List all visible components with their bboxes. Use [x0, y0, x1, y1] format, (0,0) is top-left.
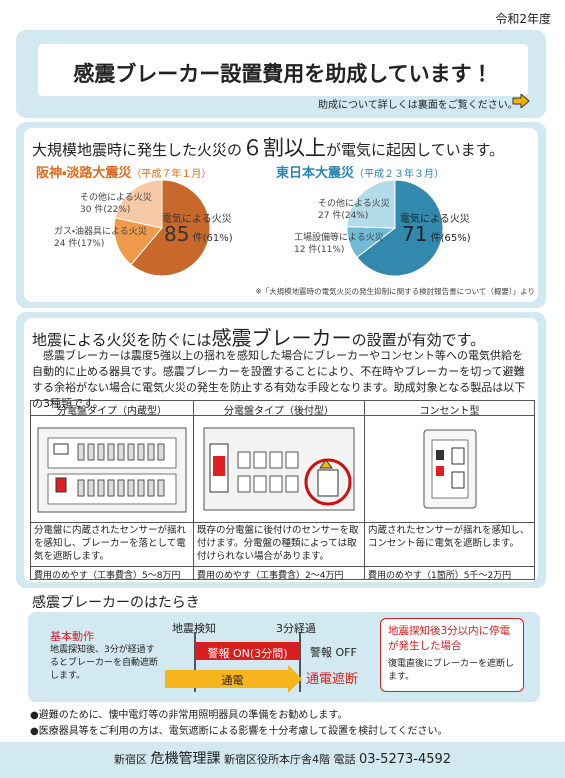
unit: 件: [192, 233, 203, 244]
pie-title: 東日本大震災（平成２３年３月）: [276, 162, 444, 181]
table-rule: [30, 415, 535, 416]
pie-subtitle: （平成２３年３月）: [354, 169, 445, 180]
timeline: [165, 632, 302, 693]
footer-phone: 03-5273-4592: [358, 752, 452, 767]
title: 感震ブレーカー設置費用を助成しています！: [73, 62, 493, 86]
pie-title: 阪神・淡路大震災（平成７年１月）: [36, 162, 211, 181]
outage-box: [380, 618, 524, 692]
table-header: コンセント型: [419, 406, 480, 417]
footer: 新宿区 危機管理課 新宿区役所本庁舎4階 電話 03-5273-4592: [0, 748, 565, 768]
table-cost: 費用のめやす（工事費含）5～8万円: [34, 571, 181, 581]
unit: 件: [308, 245, 318, 255]
power-cut: 通電遮断: [306, 672, 359, 687]
year: 令和2年度: [495, 12, 551, 26]
fire-heading: 大規模地震時に発生した火災の６割以上が電気に起因しています。: [32, 132, 504, 162]
table-description: 既存の分電盤に後付けのセンサーを取付けます。分電盤の種類によっては取付けられない…: [197, 525, 359, 562]
slice-label: 電気による火災: [400, 214, 470, 225]
unit: 件: [68, 239, 78, 249]
fire-box: [24, 128, 538, 302]
slice-value: 12 件(11%): [294, 242, 344, 255]
pie-chart: [113, 179, 211, 277]
footer-division: 危機管理課: [150, 751, 221, 767]
value-text: 24: [54, 239, 66, 249]
percent: (17%): [77, 239, 105, 249]
title-box: [38, 44, 528, 96]
prevention-heading: 地震による火災を防ぐには感震ブレーカーの設置が有効です。: [32, 322, 485, 351]
prevention-body: 感震ブレーカーは震度5強以上の揺れを感知した場合にブレーカーやコンセント等への電…: [32, 349, 526, 410]
pie-slice: [346, 179, 396, 229]
slice-value: 85 件(61%): [164, 222, 233, 246]
table-header: 分電盤タイプ（内蔵型）: [57, 406, 167, 417]
source: ※「大規模地震時の電気火災の発生抑制に関する検討報告書について（概要）」より: [255, 287, 535, 296]
basic-title: 基本動作: [50, 630, 94, 643]
footer-phone-label: 電話: [333, 753, 356, 766]
value-text: 30: [80, 205, 92, 215]
slice-label: 工場設備等による火災: [294, 233, 384, 243]
slice-value: 30 件(22%): [80, 202, 130, 215]
table-description: 分電盤に内蔵されたセンサーが揺れを感知し、ブレーカーを落として電気を遮断します。: [34, 525, 187, 562]
heading-text: が電気に起因しています。: [326, 141, 505, 159]
basic-text: 地震探知後、3分が経過するとブレーカーを自動遮断します。: [50, 645, 159, 681]
slice-value: 24 件(17%): [54, 236, 104, 249]
pie-title-text: 阪神・淡路大震災: [36, 166, 132, 181]
slice-value: 27 件(24%): [318, 208, 368, 221]
unit: 件: [332, 211, 342, 221]
table-cost: 費用のめやす（工事費含）2～4万円: [197, 571, 344, 581]
outage-text: 復電直後にブレーカーを遮断します。: [388, 659, 515, 682]
power-on: 通電: [221, 674, 244, 687]
pie-title-text: 東日本大震災: [276, 166, 355, 181]
value-text: 85: [164, 222, 190, 246]
alarm-on: 警報 ON(3分間): [207, 647, 288, 660]
slice-label: ガス・油器具による火災: [54, 227, 147, 237]
unit: 件: [430, 233, 441, 244]
footer-band: [0, 742, 565, 778]
illustration-outlet: [423, 429, 477, 509]
timeline-label: 3分経過: [276, 622, 316, 635]
value-text: 71: [402, 222, 428, 246]
table-header: 分電盤タイプ（後付型）: [224, 406, 334, 417]
percent: (61%): [202, 233, 233, 244]
timeline-label: 地震検知: [172, 622, 216, 635]
arrow-icon: [512, 94, 530, 108]
unit: 件: [94, 205, 104, 215]
percent: (22%): [103, 205, 131, 215]
illustration-retrofit: [203, 427, 355, 511]
percent: (65%): [440, 233, 471, 244]
percent: (11%): [317, 245, 345, 255]
see-back: 助成について詳しくは裏面をご覧ください。: [318, 100, 518, 111]
note: ●避難のために、懐中電灯等の非常用照明器具の準備をお勧めします。: [30, 710, 348, 721]
heading-emphasis: ６割以上: [242, 136, 327, 160]
table-rule: [30, 522, 535, 523]
slice-label: その他による火災: [80, 193, 152, 203]
illustration-builtin: [37, 427, 187, 513]
footer-address: 新宿区役所本庁舎4階: [223, 753, 330, 766]
alarm-off: 警報 OFF: [310, 646, 357, 659]
table-column: [364, 400, 535, 580]
pie-slice: [113, 217, 163, 266]
heading-text: の設置が有効です。: [351, 331, 486, 349]
heading-text: 大規模地震時に発生した火災の: [32, 141, 243, 159]
slice-value: 71 件(65%): [402, 222, 471, 246]
table-rule: [30, 566, 535, 567]
footer-ward: 新宿区: [113, 753, 147, 766]
percent: (24%): [341, 211, 369, 221]
value-text: 12: [294, 245, 306, 255]
pie-slice: [130, 179, 211, 277]
pie-chart: [346, 179, 444, 277]
pie-slice: [356, 179, 444, 277]
slice-label: 電気による火災: [162, 214, 232, 225]
slice-label: その他による火災: [318, 199, 390, 209]
outage-title: 地震探知後3分以内に停電が発生した場合: [388, 625, 511, 652]
value-text: 27: [318, 211, 330, 221]
pie-slice: [114, 179, 163, 229]
heading-text: 地震による火災を防ぐには: [32, 331, 212, 349]
heading-emphasis: 感震ブレーカー: [211, 326, 352, 350]
operation-title: 感震ブレーカーのはたらき: [32, 595, 200, 611]
table-description: 内蔵されたセンサーが揺れを感知し、コンセント毎に電気を遮断します。: [368, 525, 530, 549]
note: ●医療器具等をご利用の方は、電気遮断による影響を十分考慮して設置を検討してくださ…: [30, 726, 448, 737]
table-cost: 費用のめやす（1箇所）5千～2万円: [368, 571, 512, 581]
pie-subtitle: （平成７年１月）: [131, 169, 212, 180]
